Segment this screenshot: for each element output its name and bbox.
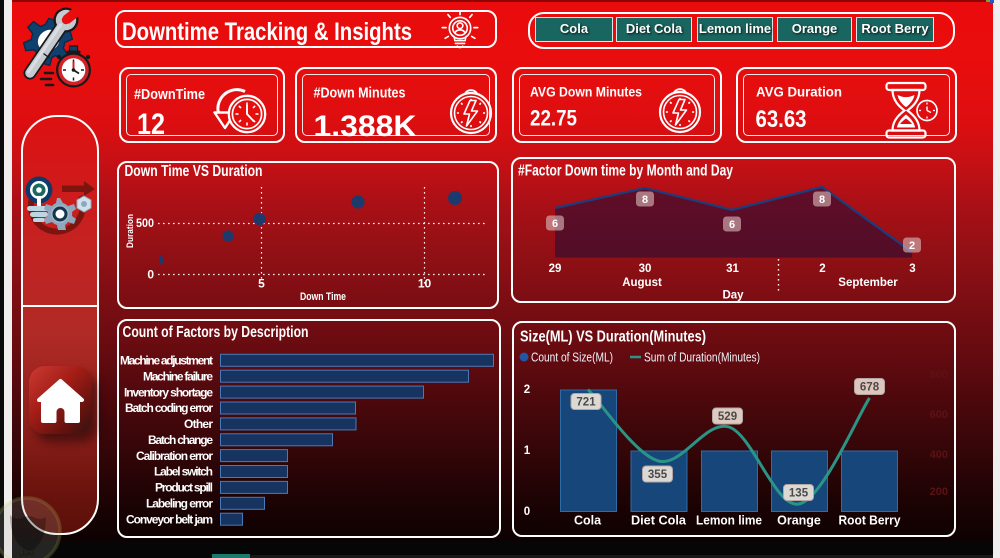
svg-text:10: 10 xyxy=(418,277,432,291)
svg-text:Cola: Cola xyxy=(574,514,602,528)
svg-text:135: 135 xyxy=(789,488,809,500)
svg-text:Conveyor belt jam: Conveyor belt jam xyxy=(126,512,213,526)
svg-text:2: 2 xyxy=(909,240,915,252)
svg-text:8: 8 xyxy=(819,194,825,206)
svg-text:Count of Factors by Descriptio: Count of Factors by Description xyxy=(123,324,309,341)
svg-text:29: 29 xyxy=(549,263,562,275)
svg-text:400: 400 xyxy=(930,449,948,461)
svg-text:0: 0 xyxy=(147,268,154,282)
svg-text:كفيل: كفيل xyxy=(19,548,36,557)
svg-text:Calibration error: Calibration error xyxy=(136,449,213,463)
svg-text:3: 3 xyxy=(909,263,915,275)
svg-text:#Factor Down time by Month and: #Factor Down time by Month and Day xyxy=(518,163,733,180)
svg-text:#DownTime: #DownTime xyxy=(134,86,205,103)
svg-text:5: 5 xyxy=(258,277,265,291)
svg-text:#Down Minutes: #Down Minutes xyxy=(314,85,406,102)
svg-text:September: September xyxy=(838,277,898,289)
svg-text:600: 600 xyxy=(930,409,948,421)
svg-text:Root Berry: Root Berry xyxy=(839,514,901,528)
svg-text:22.75: 22.75 xyxy=(530,106,577,131)
svg-text:Machine failure: Machine failure xyxy=(143,369,213,383)
svg-text:12: 12 xyxy=(137,108,165,141)
svg-text:Count of Size(ML): Count of Size(ML) xyxy=(531,351,613,365)
svg-text:Orange: Orange xyxy=(777,514,821,528)
svg-text:August: August xyxy=(622,277,662,289)
svg-text:Label switch: Label switch xyxy=(154,465,213,479)
svg-text:529: 529 xyxy=(718,411,737,423)
svg-text:800: 800 xyxy=(930,369,948,381)
svg-text:Product spill: Product spill xyxy=(155,481,213,495)
svg-text:355: 355 xyxy=(648,469,668,481)
svg-text:Down Time VS Duration: Down Time VS Duration xyxy=(125,163,263,180)
svg-text:2: 2 xyxy=(819,263,825,275)
svg-text:63.63: 63.63 xyxy=(756,106,807,133)
svg-text:678: 678 xyxy=(860,382,880,394)
svg-text:Size(ML) VS Duration(Minutes): Size(ML) VS Duration(Minutes) xyxy=(520,329,706,346)
svg-text:AVG Duration: AVG Duration xyxy=(756,84,842,100)
svg-text:Sum of Duration(Minutes): Sum of Duration(Minutes) xyxy=(644,351,760,365)
svg-text:Labeling error: Labeling error xyxy=(146,497,213,511)
svg-text:2: 2 xyxy=(524,384,530,396)
svg-text:Down Time: Down Time xyxy=(300,291,346,303)
svg-text:Duration: Duration xyxy=(125,214,136,248)
svg-text:AVG Down Minutes: AVG Down Minutes xyxy=(530,84,642,100)
svg-text:Downtime Tracking & Insights: Downtime Tracking & Insights xyxy=(122,18,412,46)
svg-text:30: 30 xyxy=(639,263,652,275)
svg-text:6: 6 xyxy=(729,219,735,231)
svg-text:500: 500 xyxy=(136,218,154,230)
svg-text:0: 0 xyxy=(524,506,530,518)
svg-text:31: 31 xyxy=(726,263,739,275)
svg-text:1: 1 xyxy=(524,445,531,457)
svg-text:Other: Other xyxy=(184,417,213,431)
svg-text:Day: Day xyxy=(722,290,744,302)
svg-text:200: 200 xyxy=(930,486,948,498)
svg-text:6: 6 xyxy=(552,218,558,230)
svg-text:1.388K: 1.388K xyxy=(314,110,417,143)
svg-text:721: 721 xyxy=(576,397,596,409)
svg-text:Lemon lime: Lemon lime xyxy=(696,514,762,528)
svg-text:Inventory shortage: Inventory shortage xyxy=(124,385,213,399)
svg-text:Diet Cola: Diet Cola xyxy=(631,514,687,528)
svg-text:Batch change: Batch change xyxy=(148,433,213,447)
svg-text:8: 8 xyxy=(642,194,648,206)
svg-text:Batch coding error: Batch coding error xyxy=(125,401,213,415)
svg-text:Machine adjustment: Machine adjustment xyxy=(120,354,213,368)
